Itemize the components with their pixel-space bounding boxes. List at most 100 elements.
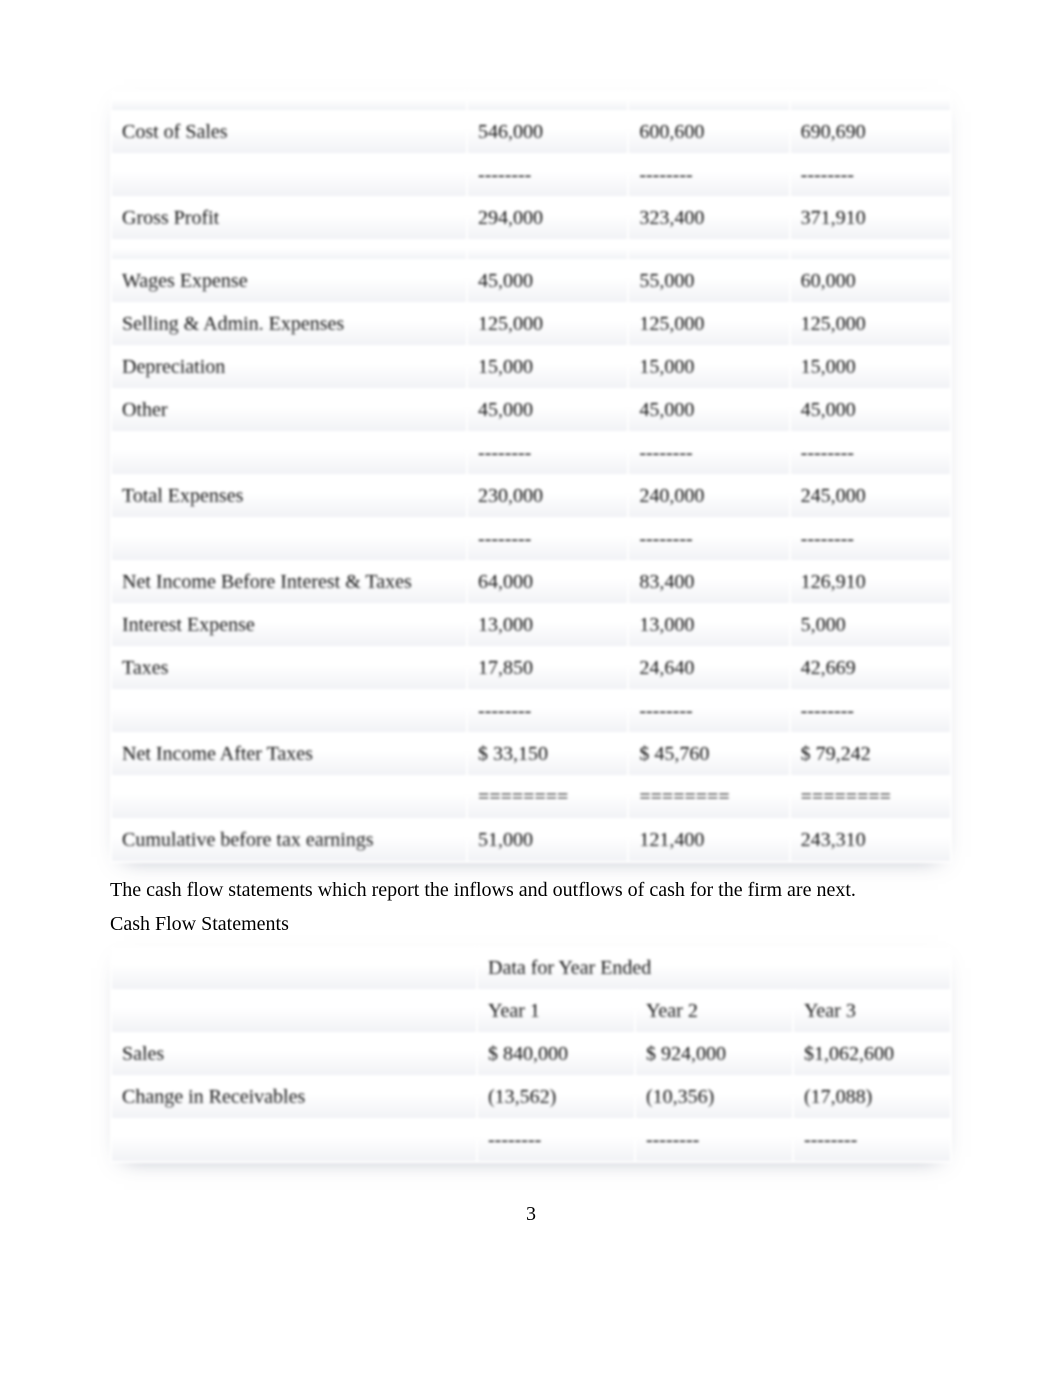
row-value: -------- bbox=[468, 433, 627, 474]
row-value: 55,000 bbox=[629, 261, 788, 302]
header-span: Data for Year Ended bbox=[478, 948, 950, 989]
row-value: $ 79,242 bbox=[791, 734, 950, 775]
row-label bbox=[112, 948, 476, 989]
row-value: $1,062,600 bbox=[794, 1034, 950, 1075]
column-header: Year 3 bbox=[794, 991, 950, 1032]
row-value: 245,000 bbox=[791, 476, 950, 517]
row-value: ======== bbox=[629, 777, 788, 818]
row-label: Net Income Before Interest & Taxes bbox=[112, 562, 466, 603]
row-label bbox=[112, 92, 466, 110]
row-label: Cost of Sales bbox=[112, 112, 466, 153]
row-value: 5,000 bbox=[791, 605, 950, 646]
table-row: Other 45,000 45,000 45,000 bbox=[112, 390, 950, 431]
row-value: 45,000 bbox=[791, 390, 950, 431]
row-label: Interest Expense bbox=[112, 605, 466, 646]
row-value: $ 45,760 bbox=[629, 734, 788, 775]
row-value: 24,640 bbox=[629, 648, 788, 689]
row-value: 15,000 bbox=[468, 347, 627, 388]
row-value bbox=[791, 92, 950, 110]
row-value: 15,000 bbox=[791, 347, 950, 388]
row-value: 126,910 bbox=[791, 562, 950, 603]
table-row: Cumulative before tax earnings 51,000 12… bbox=[112, 820, 950, 861]
row-label: Cumulative before tax earnings bbox=[112, 820, 466, 861]
table-row: -------- -------- -------- bbox=[112, 519, 950, 560]
row-value: 13,000 bbox=[468, 605, 627, 646]
row-label bbox=[112, 433, 466, 474]
table-row: Selling & Admin. Expenses 125,000 125,00… bbox=[112, 304, 950, 345]
row-value: 51,000 bbox=[468, 820, 627, 861]
row-value bbox=[468, 92, 627, 110]
row-value: ======== bbox=[791, 777, 950, 818]
row-label: Other bbox=[112, 390, 466, 431]
row-label: Depreciation bbox=[112, 347, 466, 388]
table-row: Change in Receivables (13,562) (10,356) … bbox=[112, 1077, 950, 1118]
table-row bbox=[112, 241, 950, 259]
row-value: 125,000 bbox=[791, 304, 950, 345]
row-value: $ 924,000 bbox=[636, 1034, 792, 1075]
row-value: -------- bbox=[791, 691, 950, 732]
row-label bbox=[112, 1120, 476, 1161]
row-value: 690,690 bbox=[791, 112, 950, 153]
table-row bbox=[112, 92, 950, 110]
row-value: -------- bbox=[791, 433, 950, 474]
row-label: Gross Profit bbox=[112, 198, 466, 239]
row-value: 45,000 bbox=[468, 390, 627, 431]
table-row: Interest Expense 13,000 13,000 5,000 bbox=[112, 605, 950, 646]
row-value: -------- bbox=[629, 691, 788, 732]
row-label: Selling & Admin. Expenses bbox=[112, 304, 466, 345]
row-label bbox=[112, 519, 466, 560]
row-value bbox=[629, 92, 788, 110]
income-statement-body: Cost of Sales 546,000 600,600 690,690 --… bbox=[112, 92, 950, 861]
row-value: 17,850 bbox=[468, 648, 627, 689]
row-value: $ 840,000 bbox=[478, 1034, 634, 1075]
row-label: Change in Receivables bbox=[112, 1077, 476, 1118]
row-value: 45,000 bbox=[629, 390, 788, 431]
column-header: Year 1 bbox=[478, 991, 634, 1032]
row-value: -------- bbox=[794, 1120, 950, 1161]
row-value: 42,669 bbox=[791, 648, 950, 689]
row-value: 371,910 bbox=[791, 198, 950, 239]
table-row: Taxes 17,850 24,640 42,669 bbox=[112, 648, 950, 689]
row-label: Sales bbox=[112, 1034, 476, 1075]
row-value bbox=[468, 241, 627, 259]
table-row: ======== ======== ======== bbox=[112, 777, 950, 818]
row-value: 546,000 bbox=[468, 112, 627, 153]
row-value: (17,088) bbox=[794, 1077, 950, 1118]
row-value: 125,000 bbox=[468, 304, 627, 345]
page-number: 3 bbox=[110, 1203, 952, 1226]
row-value: 240,000 bbox=[629, 476, 788, 517]
column-header: Year 2 bbox=[636, 991, 792, 1032]
row-label: Net Income After Taxes bbox=[112, 734, 466, 775]
row-value: 60,000 bbox=[791, 261, 950, 302]
row-value bbox=[629, 241, 788, 259]
table-row: Year 1 Year 2 Year 3 bbox=[112, 991, 950, 1032]
row-label: Total Expenses bbox=[112, 476, 466, 517]
row-value: 121,400 bbox=[629, 820, 788, 861]
row-label: Wages Expense bbox=[112, 261, 466, 302]
row-value: -------- bbox=[468, 155, 627, 196]
row-value: 15,000 bbox=[629, 347, 788, 388]
row-value: -------- bbox=[468, 519, 627, 560]
table-row: Sales $ 840,000 $ 924,000 $1,062,600 bbox=[112, 1034, 950, 1075]
row-label bbox=[112, 155, 466, 196]
row-value: 45,000 bbox=[468, 261, 627, 302]
table-row: -------- -------- -------- bbox=[112, 1120, 950, 1161]
row-label: Taxes bbox=[112, 648, 466, 689]
row-value: -------- bbox=[791, 519, 950, 560]
row-value: 83,400 bbox=[629, 562, 788, 603]
row-label bbox=[112, 991, 476, 1032]
document-page: Cost of Sales 546,000 600,600 690,690 --… bbox=[0, 0, 1062, 1286]
table-row: -------- -------- -------- bbox=[112, 691, 950, 732]
table-row: Total Expenses 230,000 240,000 245,000 bbox=[112, 476, 950, 517]
cash-flow-table: Data for Year Ended Year 1 Year 2 Year 3… bbox=[110, 946, 952, 1163]
row-value: $ 33,150 bbox=[468, 734, 627, 775]
row-value: 13,000 bbox=[629, 605, 788, 646]
row-value: -------- bbox=[791, 155, 950, 196]
row-label bbox=[112, 691, 466, 732]
table-row: Depreciation 15,000 15,000 15,000 bbox=[112, 347, 950, 388]
row-value: -------- bbox=[478, 1120, 634, 1161]
table-row: -------- -------- -------- bbox=[112, 155, 950, 196]
cash-flow-body: Data for Year Ended Year 1 Year 2 Year 3… bbox=[112, 948, 950, 1161]
row-value: 294,000 bbox=[468, 198, 627, 239]
table-row: Net Income After Taxes $ 33,150 $ 45,760… bbox=[112, 734, 950, 775]
